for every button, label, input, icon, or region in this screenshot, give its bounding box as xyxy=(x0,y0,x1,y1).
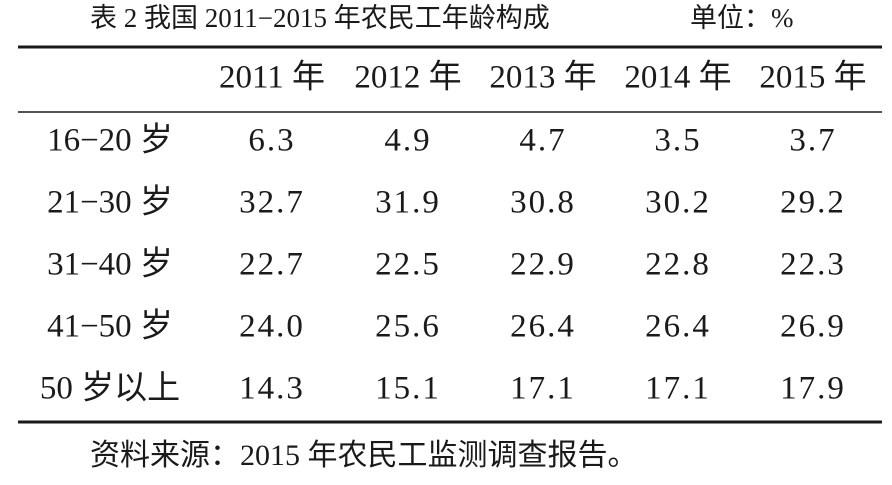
table-cell: 22.9 xyxy=(510,247,576,283)
table-cell: 22.5 xyxy=(375,247,441,283)
column-header: 2013 年 xyxy=(489,59,596,96)
table-cell: 14.3 xyxy=(239,371,305,407)
column-header: 2011 年 xyxy=(219,59,325,96)
column-header: 2014 年 xyxy=(624,59,731,96)
table-cell: 3.5 xyxy=(654,123,701,159)
table-cell: 22.7 xyxy=(239,247,305,283)
column-header: 2012 年 xyxy=(354,59,461,96)
table-cell: 15.1 xyxy=(375,371,441,407)
table-cell: 24.0 xyxy=(239,309,305,345)
table-cell: 4.7 xyxy=(519,123,566,159)
row-label: 41−50 岁 xyxy=(47,308,173,345)
table-cell: 17.1 xyxy=(645,371,711,407)
table-cell: 30.8 xyxy=(510,185,576,221)
table-cell: 3.7 xyxy=(789,123,836,159)
row-label: 31−40 岁 xyxy=(47,246,173,283)
table-cell: 17.9 xyxy=(780,371,846,407)
table-cell: 30.2 xyxy=(645,185,711,221)
table-cell: 6.3 xyxy=(248,123,295,159)
row-label: 16−20 岁 xyxy=(47,122,173,159)
column-header: 2015 年 xyxy=(759,59,866,96)
table-cell: 26.9 xyxy=(780,309,846,345)
table-cell: 25.6 xyxy=(375,309,441,345)
table-cell: 22.3 xyxy=(780,247,846,283)
row-label: 21−30 岁 xyxy=(47,184,173,221)
table-cell: 26.4 xyxy=(645,309,711,345)
table-cell: 29.2 xyxy=(780,185,846,221)
row-label: 50 岁以上 xyxy=(40,370,180,407)
table-source: 资料来源：2015 年农民工监测调查报告。 xyxy=(90,439,638,472)
table-cell: 26.4 xyxy=(510,309,576,345)
table-cell: 31.9 xyxy=(375,185,441,221)
table-cell: 4.9 xyxy=(384,123,431,159)
table-title: 表 2 我国 2011−2015 年农民工年龄构成 xyxy=(90,3,550,33)
table-unit: 单位：% xyxy=(690,3,794,33)
table-cell: 17.1 xyxy=(510,371,576,407)
table-cell: 22.8 xyxy=(645,247,711,283)
table-cell: 32.7 xyxy=(239,185,305,221)
